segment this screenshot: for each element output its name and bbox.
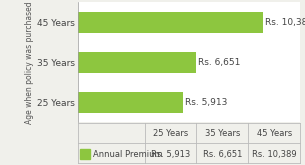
Text: Rs. 10,389: Rs. 10,389 [252,150,296,159]
Text: Rs. 6,651: Rs. 6,651 [198,58,241,67]
Text: Annual Premium: Annual Premium [93,150,163,159]
Bar [80,149,90,159]
Text: Rs. 5,913: Rs. 5,913 [185,98,228,107]
Bar [78,12,263,33]
Text: Rs. 5,913: Rs. 5,913 [151,150,190,159]
Text: 35 Years: 35 Years [205,129,240,138]
Text: 45 Years: 45 Years [257,129,292,138]
Text: Rs. 10,389: Rs. 10,389 [265,18,305,27]
Bar [78,92,183,113]
Text: 25 Years: 25 Years [153,129,188,138]
Y-axis label: Age when policy was purchased: Age when policy was purchased [25,1,34,124]
Bar [78,52,196,73]
Text: Rs. 6,651: Rs. 6,651 [203,150,242,159]
